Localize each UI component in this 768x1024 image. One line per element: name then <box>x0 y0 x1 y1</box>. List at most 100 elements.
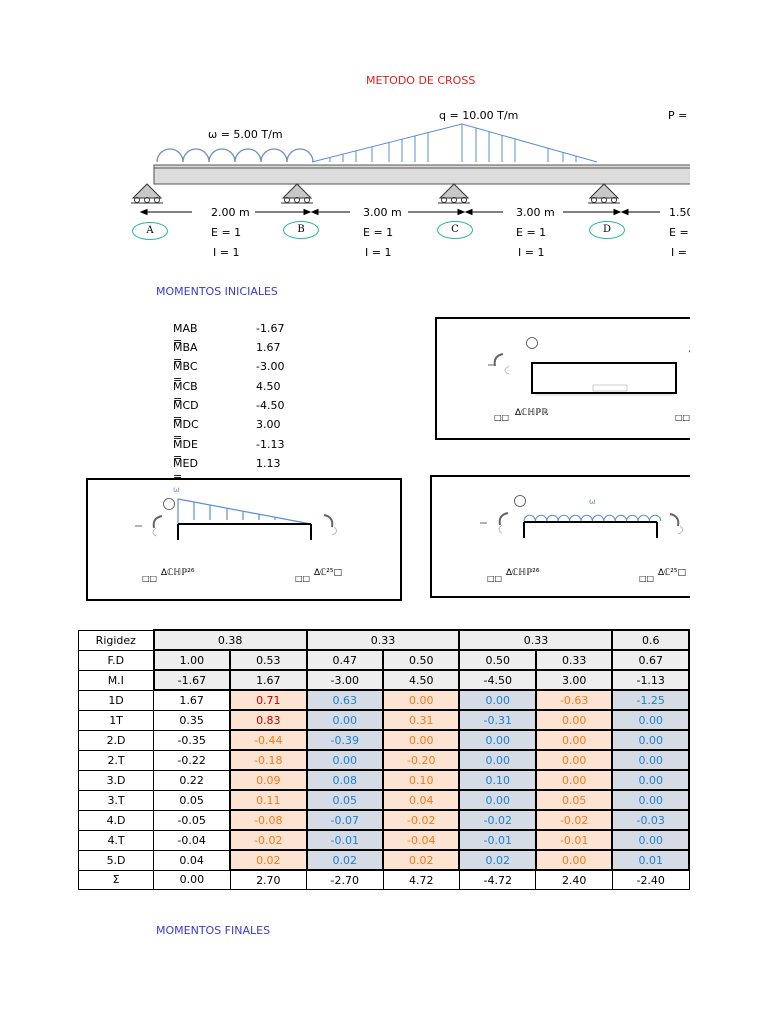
table-cell: 0.00 <box>534 709 614 731</box>
point-load-panel: □□ ∆ℂℍℙℝ □□ <box>435 317 690 440</box>
point-load-label: P = <box>668 109 688 122</box>
uniform-load-panel: ω □□ ∆ℂℍℙ²⁶ □□ ∆ℂ²⁵□ <box>430 475 690 598</box>
dimension-lines <box>139 208 660 216</box>
table-cell: 0.53 <box>229 649 308 671</box>
moment-label: MED = <box>173 457 198 483</box>
moment-value: 1.67 <box>256 341 281 354</box>
table-row: M.I -1.67 1.67 -3.00 4.50 -4.50 3.00 -1.13 <box>77 669 690 691</box>
table-row: 2.T -0.22 -0.18 0.00 -0.20 0.00 0.00 0.00 <box>77 749 690 771</box>
table-cell: 0.11 <box>229 789 308 811</box>
span-cd-i: I = 1 <box>518 246 545 259</box>
table-cell: 0.00 <box>611 829 690 851</box>
section-heading-momentos-finales: MOMENTOS FINALES <box>156 924 271 937</box>
table-cell: 0.05 <box>534 789 614 811</box>
table-cell: 0.04 <box>382 789 461 811</box>
beam-diagram <box>131 123 690 216</box>
moment-label: MCD = <box>173 399 199 425</box>
row-header: 4.D <box>77 809 155 831</box>
row-header: 3.D <box>77 769 155 791</box>
table-cell: -0.44 <box>229 729 308 751</box>
left-end-symbol: □□ <box>494 413 510 422</box>
table-cell: 0.00 <box>611 729 690 751</box>
uniform-load-coils <box>156 148 314 163</box>
table-cell: -0.01 <box>305 829 385 851</box>
table-cell: -0.02 <box>229 829 308 851</box>
table-cell: -2.70 <box>306 869 384 890</box>
table-cell: -0.04 <box>153 829 231 851</box>
table-cell: 0.00 <box>458 749 537 771</box>
table-cell: 0.83 <box>229 709 308 731</box>
table-row: 3.T 0.05 0.11 0.05 0.04 0.00 0.05 0.00 <box>77 789 690 811</box>
rigidez-de: 0.6 <box>611 629 690 651</box>
load-symbol: ω <box>589 497 596 506</box>
table-cell: 0.02 <box>458 849 537 871</box>
table-cell: 0.47 <box>305 649 385 671</box>
table-cell: -3.00 <box>305 669 385 691</box>
table-cell: 0.00 <box>458 789 537 811</box>
table-cell: -0.05 <box>153 809 231 831</box>
moment-label: MCB = <box>173 380 198 406</box>
table-row-rigidez: Rigidez 0.38 0.33 0.33 0.6 <box>77 629 690 651</box>
table-cell: -0.03 <box>611 809 690 831</box>
table-cell: 0.71 <box>229 689 308 711</box>
table-cell: -0.31 <box>458 709 537 731</box>
support-label-d: D <box>589 221 625 239</box>
row-header: 4.T <box>77 829 155 851</box>
table-row: 1T 0.35 0.83 0.00 0.31 -0.31 0.00 0.00 <box>77 709 690 731</box>
moment-value: -1.13 <box>256 438 285 451</box>
span-bc-i: I = 1 <box>365 246 392 259</box>
formula-symbol: ∆ℂℍℙ²⁶ <box>161 568 195 578</box>
table-cell: 0.00 <box>458 729 537 751</box>
table-cell: 0.09 <box>229 769 308 791</box>
row-header: F.D <box>77 649 155 671</box>
table-cell: 0.02 <box>229 849 308 871</box>
table-cell: -0.35 <box>153 729 231 751</box>
table-cell: 0.01 <box>611 849 690 871</box>
table-cell: 0.00 <box>534 749 614 771</box>
table-cell: 0.10 <box>458 769 537 791</box>
span-de-i: I = <box>671 246 687 259</box>
support-label-b: B <box>283 221 319 239</box>
table-cell: -0.04 <box>382 829 461 851</box>
table-row: F.D 1.00 0.53 0.47 0.50 0.50 0.33 0.67 <box>77 649 690 671</box>
load-symbol: ω <box>173 485 180 494</box>
rigidez-ab: 0.38 <box>152 629 308 651</box>
formula-symbol: ∆ℂℍℙ²⁶ <box>506 568 540 578</box>
span-de-e: E = <box>669 226 689 239</box>
table-cell: 0.00 <box>305 749 385 771</box>
row-header: 2.D <box>77 729 155 751</box>
table-cell: 0.02 <box>382 849 461 871</box>
right-end-symbol: □□ <box>639 574 655 583</box>
span-ab-e: E = 1 <box>211 226 242 239</box>
triangular-load-label: q = 10.00 T/m <box>439 109 519 122</box>
table-cell: -0.07 <box>305 809 385 831</box>
support-label-a: A <box>132 222 168 240</box>
span-bc-length: 3.00 m <box>363 206 402 219</box>
table-cell: 2.40 <box>535 869 613 890</box>
table-cell: 0.31 <box>382 709 461 731</box>
row-header: 1T <box>77 709 155 731</box>
table-cell: 0.00 <box>534 769 614 791</box>
table-cell: 0.02 <box>305 849 385 871</box>
table-cell: -0.20 <box>382 749 461 771</box>
uniform-load-label: ω = 5.00 T/m <box>208 128 283 141</box>
right-end-symbol: □□ <box>675 413 690 422</box>
table-cell: 0.33 <box>534 649 614 671</box>
span-bc-e: E = 1 <box>363 226 394 239</box>
table-cell: 1.00 <box>152 649 232 671</box>
row-header: 1D <box>77 689 155 711</box>
row-header: 2.T <box>77 749 155 771</box>
table-row: 2.D -0.35 -0.44 -0.39 0.00 0.00 0.00 0.00 <box>77 729 690 751</box>
moment-value: 1.13 <box>256 457 281 470</box>
table-cell: 0.00 <box>534 849 614 871</box>
triangular-load <box>311 123 598 163</box>
sheet: METODO DE CROSS <box>77 74 690 937</box>
table-cell: 0.05 <box>153 789 231 811</box>
section-heading-momentos-iniciales: MOMENTOS INICIALES <box>156 285 278 298</box>
table-cell: -0.39 <box>305 729 385 751</box>
table-cell: -0.02 <box>382 809 461 831</box>
moment-label: MBC = <box>173 360 198 386</box>
table-cell: 0.50 <box>458 649 537 671</box>
table-row: 3.D 0.22 0.09 0.08 0.10 0.10 0.00 0.00 <box>77 769 690 791</box>
table-cell: -0.02 <box>458 809 537 831</box>
